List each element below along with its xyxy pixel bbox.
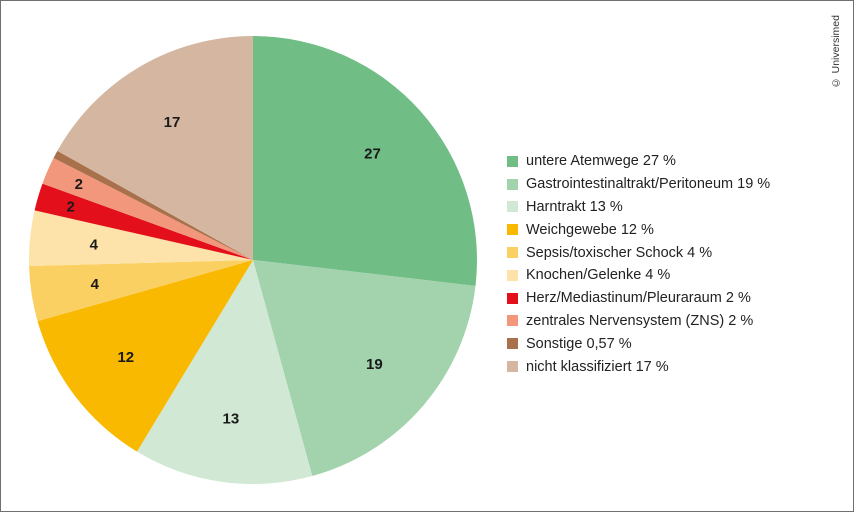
- legend-swatch: [507, 201, 518, 213]
- pie-slice: [136, 260, 313, 484]
- legend-swatch: [507, 269, 518, 281]
- slice-value-label: 19: [366, 356, 383, 373]
- legend-swatch: [507, 247, 518, 259]
- legend-swatch: [507, 338, 518, 350]
- legend-item: zentrales Nervensystem (ZNS) 2 %: [507, 310, 770, 333]
- slice-value-label: 4: [91, 276, 100, 293]
- legend: untere Atemwege 27 % Gastrointestinaltrak…: [507, 150, 770, 378]
- slice-value-label: 2: [75, 176, 83, 193]
- legend-swatch: [507, 292, 518, 304]
- legend-item: nicht klassifiziert 17 %: [507, 355, 770, 378]
- copyright-text: © Universimed: [830, 15, 842, 89]
- legend-item: Knochen/Gelenke 4 %: [507, 264, 770, 287]
- pie-slice: [34, 183, 254, 260]
- pie-slice: [253, 36, 477, 286]
- legend-item: Herz/Mediastinum/Pleuraraum 2 %: [507, 287, 770, 310]
- slice-value-label: 13: [223, 411, 240, 428]
- legend-swatch: [507, 361, 518, 373]
- legend-label: Sepsis/toxischer Schock 4 %: [526, 244, 713, 261]
- legend-label: untere Atemwege 27 %: [526, 153, 676, 170]
- legend-label: nicht klassifiziert 17 %: [526, 358, 669, 375]
- pie-slice: [42, 157, 253, 260]
- legend-label: Sonstige 0,57 %: [526, 335, 632, 352]
- pie-slice: [253, 260, 476, 477]
- pie-slice: [53, 150, 253, 260]
- legend-swatch: [507, 178, 518, 190]
- legend-label: Herz/Mediastinum/Pleuraraum 2 %: [526, 290, 751, 307]
- legend-item: Weichgewebe 12 %: [507, 218, 770, 241]
- legend-swatch: [507, 224, 518, 236]
- legend-item: untere Atemwege 27 %: [507, 150, 770, 173]
- pie-slice: [29, 210, 253, 266]
- slice-value-label: 2: [67, 199, 75, 216]
- legend-item: Sepsis/toxischer Schock 4 %: [507, 241, 770, 264]
- slice-value-label: 4: [90, 236, 99, 253]
- pie-slices: [29, 36, 477, 484]
- legend-swatch: [507, 155, 518, 167]
- legend-label: Gastrointestinaltrakt/Peritoneum 19 %: [526, 176, 771, 193]
- legend-label: zentrales Nervensystem (ZNS) 2 %: [526, 312, 754, 329]
- slice-value-label: 27: [364, 146, 381, 163]
- slice-labels: 27 19 13 12 4 4 22 17: [67, 114, 383, 428]
- legend-label: Weichgewebe 12 %: [526, 221, 654, 238]
- legend-item: Harntrakt 13 %: [507, 196, 770, 219]
- slice-value-label: 12: [117, 349, 134, 366]
- pie-slice: [37, 260, 253, 452]
- pie-slice: [57, 36, 253, 260]
- legend-swatch: [507, 315, 518, 327]
- legend-label: Harntrakt 13 %: [526, 198, 623, 215]
- slice-value-label: 17: [164, 114, 181, 131]
- pie-slice: [29, 260, 253, 322]
- legend-item: Sonstige 0,57 %: [507, 332, 770, 355]
- legend-item: Gastrointestinaltrakt/Peritoneum 19 %: [507, 173, 770, 196]
- legend-label: Knochen/Gelenke 4 %: [526, 267, 671, 284]
